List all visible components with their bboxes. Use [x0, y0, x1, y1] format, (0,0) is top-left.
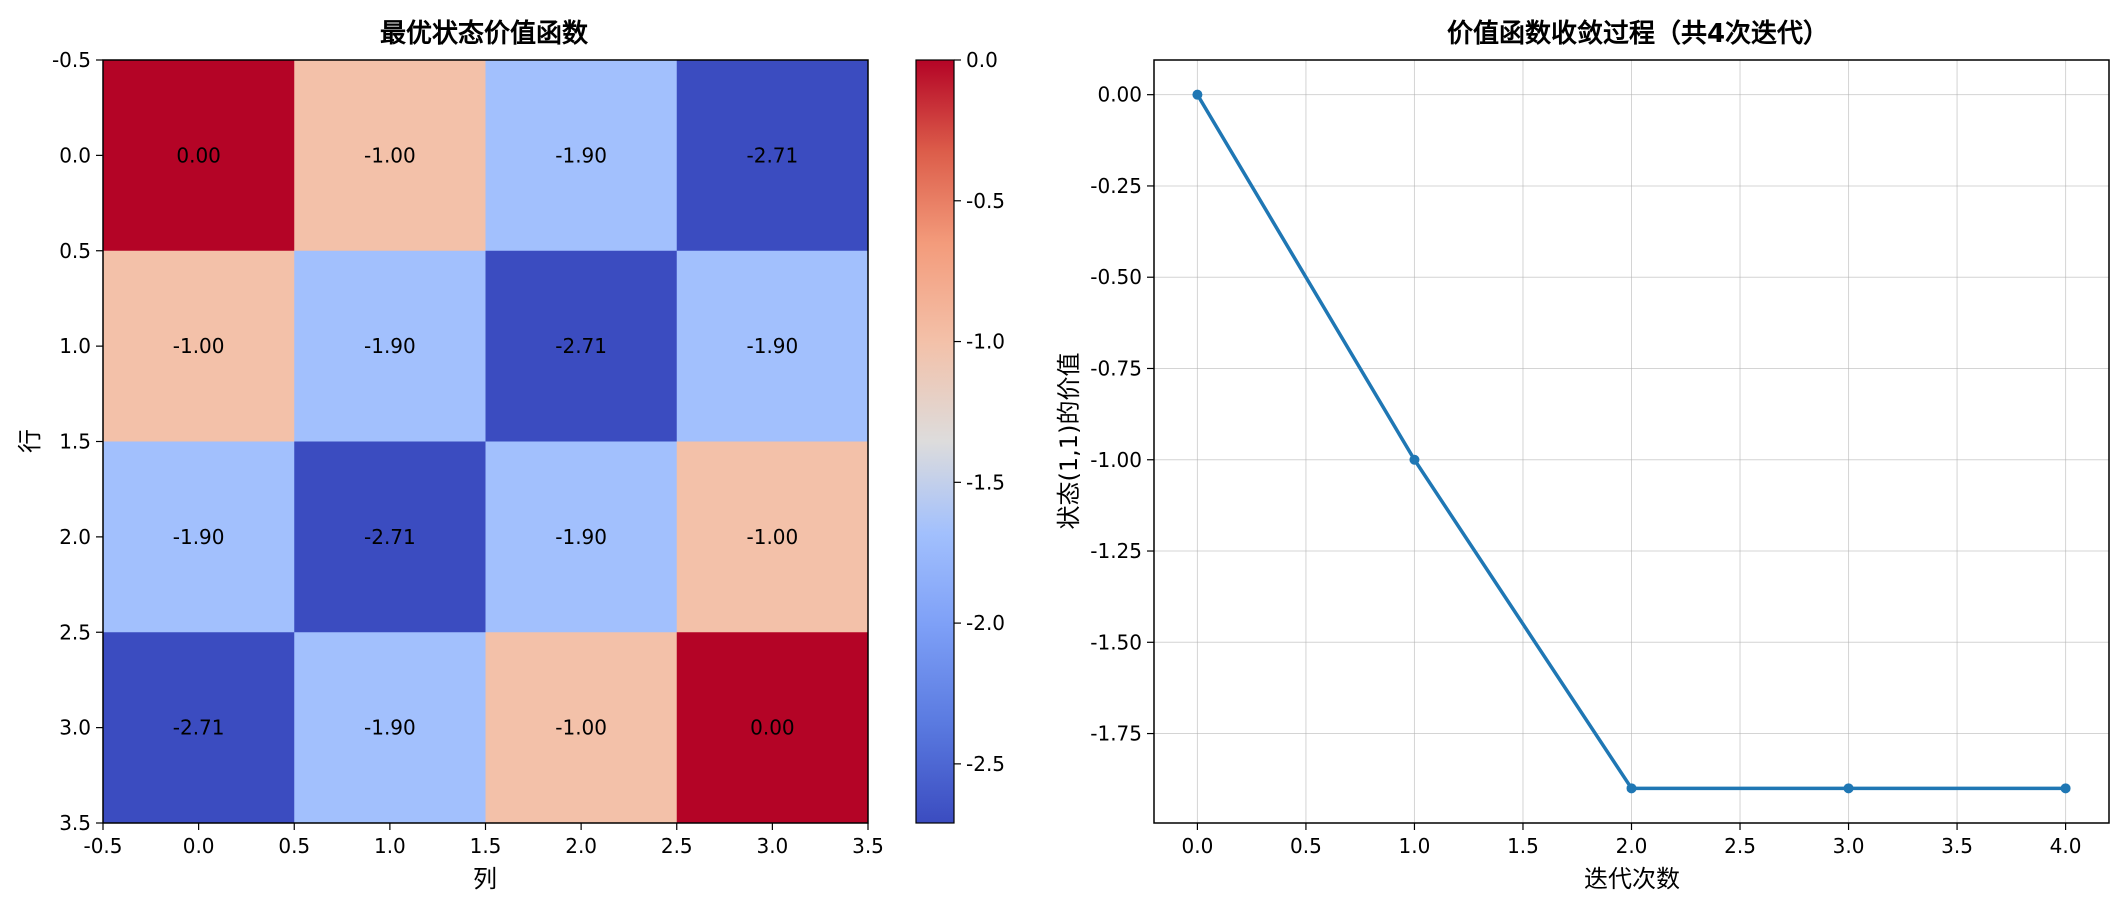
heatmap-cell-label: -1.90 [555, 143, 607, 167]
line-panel: 价值函数收敛过程（共4次迭代） 0.0 0.5 1.0 1.5 2.0 2.5 3.0 3.5… [1055, 18, 2110, 893]
heatmap-y-tick-label: 3.0 [59, 716, 91, 740]
line-point-4 [2060, 783, 2071, 794]
heatmap-cells [103, 60, 869, 824]
heatmap-cell-label: -2.71 [555, 334, 607, 358]
line-y-label: 状态(1,1)的价值 [1055, 353, 1083, 530]
heatmap-cell-r0-c1 [294, 60, 486, 252]
heatmap-cell-label: -1.90 [364, 334, 416, 358]
line-x-tick-label: 2.0 [1616, 834, 1648, 858]
heatmap-cell-label: -1.00 [364, 143, 416, 167]
heatmap-x-tick-label: 0.0 [183, 834, 215, 858]
line-y-tick-label: -1.50 [1090, 630, 1142, 654]
heatmap-y-tick-label: 0.0 [59, 143, 91, 167]
line-x-tick-label: 0.5 [1290, 834, 1322, 858]
heatmap-cell-r2-c2 [485, 441, 678, 633]
colorbar: 0.0 -0.5 -1.0 -1.5 -2.0 -2.5 [915, 48, 1005, 824]
line-x-label: 迭代次数 [1584, 865, 1680, 893]
colorbar-tick-label: -1.0 [966, 330, 1005, 354]
line-y-tick-label: -1.75 [1090, 722, 1142, 746]
heatmap-cell-r2-c0 [103, 441, 295, 633]
heatmap-cell-r3-c3 [676, 632, 869, 824]
heatmap-cell-r3-c2 [485, 632, 678, 824]
line-x-tick-label: 1.5 [1507, 834, 1539, 858]
heatmap-x-tick-label: -0.5 [83, 834, 122, 858]
heatmap-cell-label: -2.71 [173, 716, 225, 740]
line-x-ticks: 0.0 0.5 1.0 1.5 2.0 2.5 3.0 3.5 4.0 [1182, 823, 2082, 858]
line-y-tick-label: 0.00 [1097, 83, 1142, 107]
heatmap-x-label: 列 [473, 865, 497, 893]
line-x-tick-label: 1.0 [1399, 834, 1431, 858]
line-y-ticks: 0.00 -0.25 -0.50 -0.75 -1.00 -1.25 -1.50 -1.75 [1090, 83, 1154, 746]
line-y-tick-label: -0.25 [1090, 174, 1142, 198]
colorbar-ticks: 0.0 -0.5 -1.0 -1.5 -2.0 -2.5 [954, 48, 1005, 776]
line-series [1192, 89, 2071, 794]
colorbar-tick-label: -2.5 [966, 752, 1005, 776]
heatmap-cell-r0-c0 [103, 60, 295, 252]
heatmap-cell-r1-c1 [294, 250, 486, 442]
heatmap-cell-r3-c0 [103, 632, 295, 824]
heatmap-cell-r0-c2 [485, 60, 678, 252]
heatmap-cell-label: 0.00 [176, 143, 221, 167]
line-y-tick-label: -0.75 [1090, 356, 1142, 380]
line-point-1 [1409, 454, 1420, 465]
heatmap-x-tick-label: 1.0 [374, 834, 406, 858]
heatmap-x-tick-label: 2.5 [661, 834, 693, 858]
heatmap-x-tick-label: 3.5 [852, 834, 884, 858]
heatmap-cell-label: -2.71 [747, 143, 799, 167]
heatmap-title: 最优状态价值函数 [380, 18, 589, 49]
heatmap-y-label: 行 [16, 429, 44, 453]
heatmap-cell-r1-c0 [103, 250, 295, 442]
heatmap-x-tick-label: 2.0 [565, 834, 597, 858]
heatmap-y-tick-label: 0.5 [59, 239, 91, 263]
heatmap-y-tick-label: 3.5 [59, 811, 91, 835]
heatmap-cell-r2-c1 [294, 441, 486, 633]
heatmap-y-tick-label: 2.5 [59, 620, 91, 644]
line-y-tick-label: -1.00 [1090, 448, 1142, 472]
heatmap-cell-label: -1.00 [173, 334, 225, 358]
heatmap-x-tick-label: 0.5 [278, 834, 310, 858]
heatmap-y-tick-label: 1.0 [59, 334, 91, 358]
heatmap-cell-label: -1.00 [747, 525, 799, 549]
line-point-0 [1192, 89, 1203, 100]
line-title: 价值函数收敛过程（共4次迭代） [1447, 18, 1829, 49]
heatmap-cell-label: -2.71 [364, 525, 416, 549]
line-x-tick-label: 4.0 [2050, 834, 2082, 858]
heatmap-cell-label: -1.90 [173, 525, 225, 549]
heatmap-cell-label: -1.90 [555, 525, 607, 549]
heatmap-x-ticks: -0.5 0.0 0.5 1.0 1.5 2.0 2.5 3.0 3.5 [83, 823, 884, 858]
heatmap-cell-labels: 0.00 -1.00 -1.90 -2.71 -1.00 -1.90 -2.71 -1.90 -… [173, 143, 799, 739]
heatmap-y-ticks: -0.5 0.0 0.5 1.0 1.5 2.0 2.5 3.0 3.5 [52, 48, 103, 835]
line-x-tick-label: 3.0 [1833, 834, 1865, 858]
heatmap-cell-r3-c1 [294, 632, 486, 824]
line-x-tick-label: 3.5 [1941, 834, 1973, 858]
heatmap-x-tick-label: 1.5 [470, 834, 502, 858]
line-y-tick-label: -0.50 [1090, 265, 1142, 289]
colorbar-gradient [915, 59, 955, 824]
heatmap-cell-label: 0.00 [750, 716, 795, 740]
colorbar-tick-label: -0.5 [966, 189, 1005, 213]
line-x-tick-label: 2.5 [1724, 834, 1756, 858]
heatmap-cell-label: -1.90 [364, 716, 416, 740]
line-x-tick-label: 0.0 [1182, 834, 1214, 858]
heatmap-cell-r2-c3 [676, 441, 869, 633]
heatmap-cell-r1-c2 [485, 250, 678, 442]
heatmap-y-tick-label: 2.0 [59, 525, 91, 549]
heatmap-cell-label: -1.90 [747, 334, 799, 358]
heatmap-cell-r1-c3 [676, 250, 869, 442]
heatmap-y-tick-label: 1.5 [59, 430, 91, 454]
heatmap-y-tick-label: -0.5 [52, 48, 91, 72]
line-grid [1154, 60, 2109, 823]
colorbar-tick-label: -1.5 [966, 470, 1005, 494]
heatmap-cell-r0-c3 [676, 60, 869, 252]
heatmap-x-tick-label: 3.0 [756, 834, 788, 858]
line-point-3 [1843, 783, 1854, 794]
heatmap-panel: 最优状态价值函数 0.00 -1.00 -1.90 -2.71 -1.00 -1.90 -2… [16, 18, 884, 893]
line-point-2 [1626, 783, 1637, 794]
line-y-tick-label: -1.25 [1090, 539, 1142, 563]
heatmap-cell-label: -1.00 [555, 716, 607, 740]
colorbar-tick-label: -2.0 [966, 611, 1005, 635]
colorbar-tick-label: 0.0 [966, 48, 998, 72]
